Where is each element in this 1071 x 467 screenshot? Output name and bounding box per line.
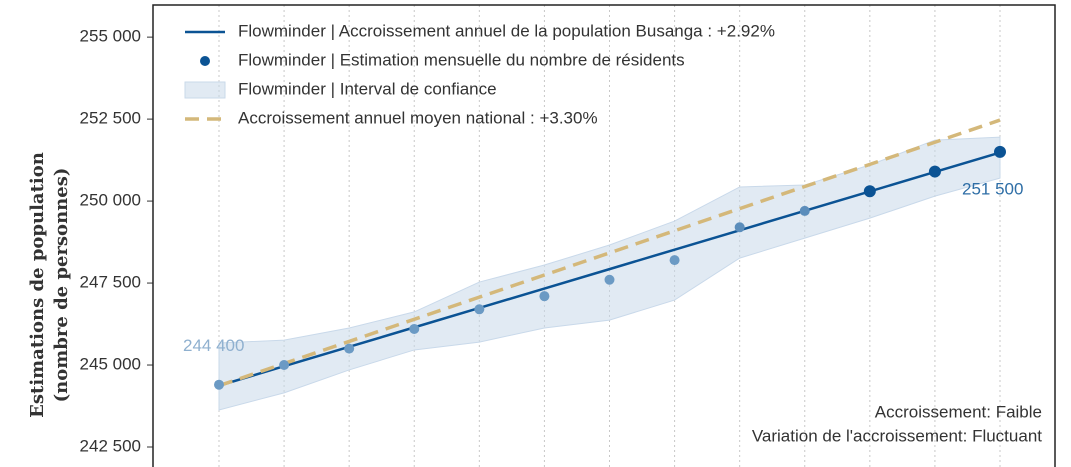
y-tick-label: 250 000 [80,191,141,210]
legend-label: Flowminder | Interval de confiance [238,79,497,98]
value-label: 251 500 [962,179,1023,198]
data-point [279,360,290,371]
legend-label: Flowminder | Accroissement annuel de la … [238,21,775,40]
plot-frame [152,4,1056,467]
data-point [539,291,550,302]
y-tick-label: 245 000 [80,355,141,374]
legend-label: Accroissement annuel moyen national : +3… [238,108,598,127]
y-tick-label: 255 000 [80,27,141,46]
y-tick-label: 247 500 [80,273,141,292]
data-point [799,205,810,216]
confidence-band [218,136,1001,411]
value-label: 244 400 [183,336,244,355]
y-tick-label: 242 500 [80,436,141,455]
data-point [734,222,745,233]
annotation: Accroissement: Faible [875,402,1042,421]
legend-swatch [200,56,210,66]
legend-label: Flowminder | Estimation mensuelle du nom… [238,50,685,69]
legend-swatch [184,81,226,99]
data-point [863,185,876,198]
data-point [994,145,1006,158]
data-point [669,255,680,266]
data-point [474,304,485,315]
data-point [409,323,420,334]
y-axis-label: (nombre de personnes) [51,168,72,403]
national-trend-line [218,118,1001,388]
y-tick-label: 252 500 [80,109,141,128]
data-point [344,343,355,354]
data-point [604,274,615,285]
annotation: Variation de l'accroissement: Fluctuant [752,426,1042,445]
data-point [214,379,224,390]
data-point [928,165,941,178]
y-axis-label: Estimations de population [27,152,48,418]
